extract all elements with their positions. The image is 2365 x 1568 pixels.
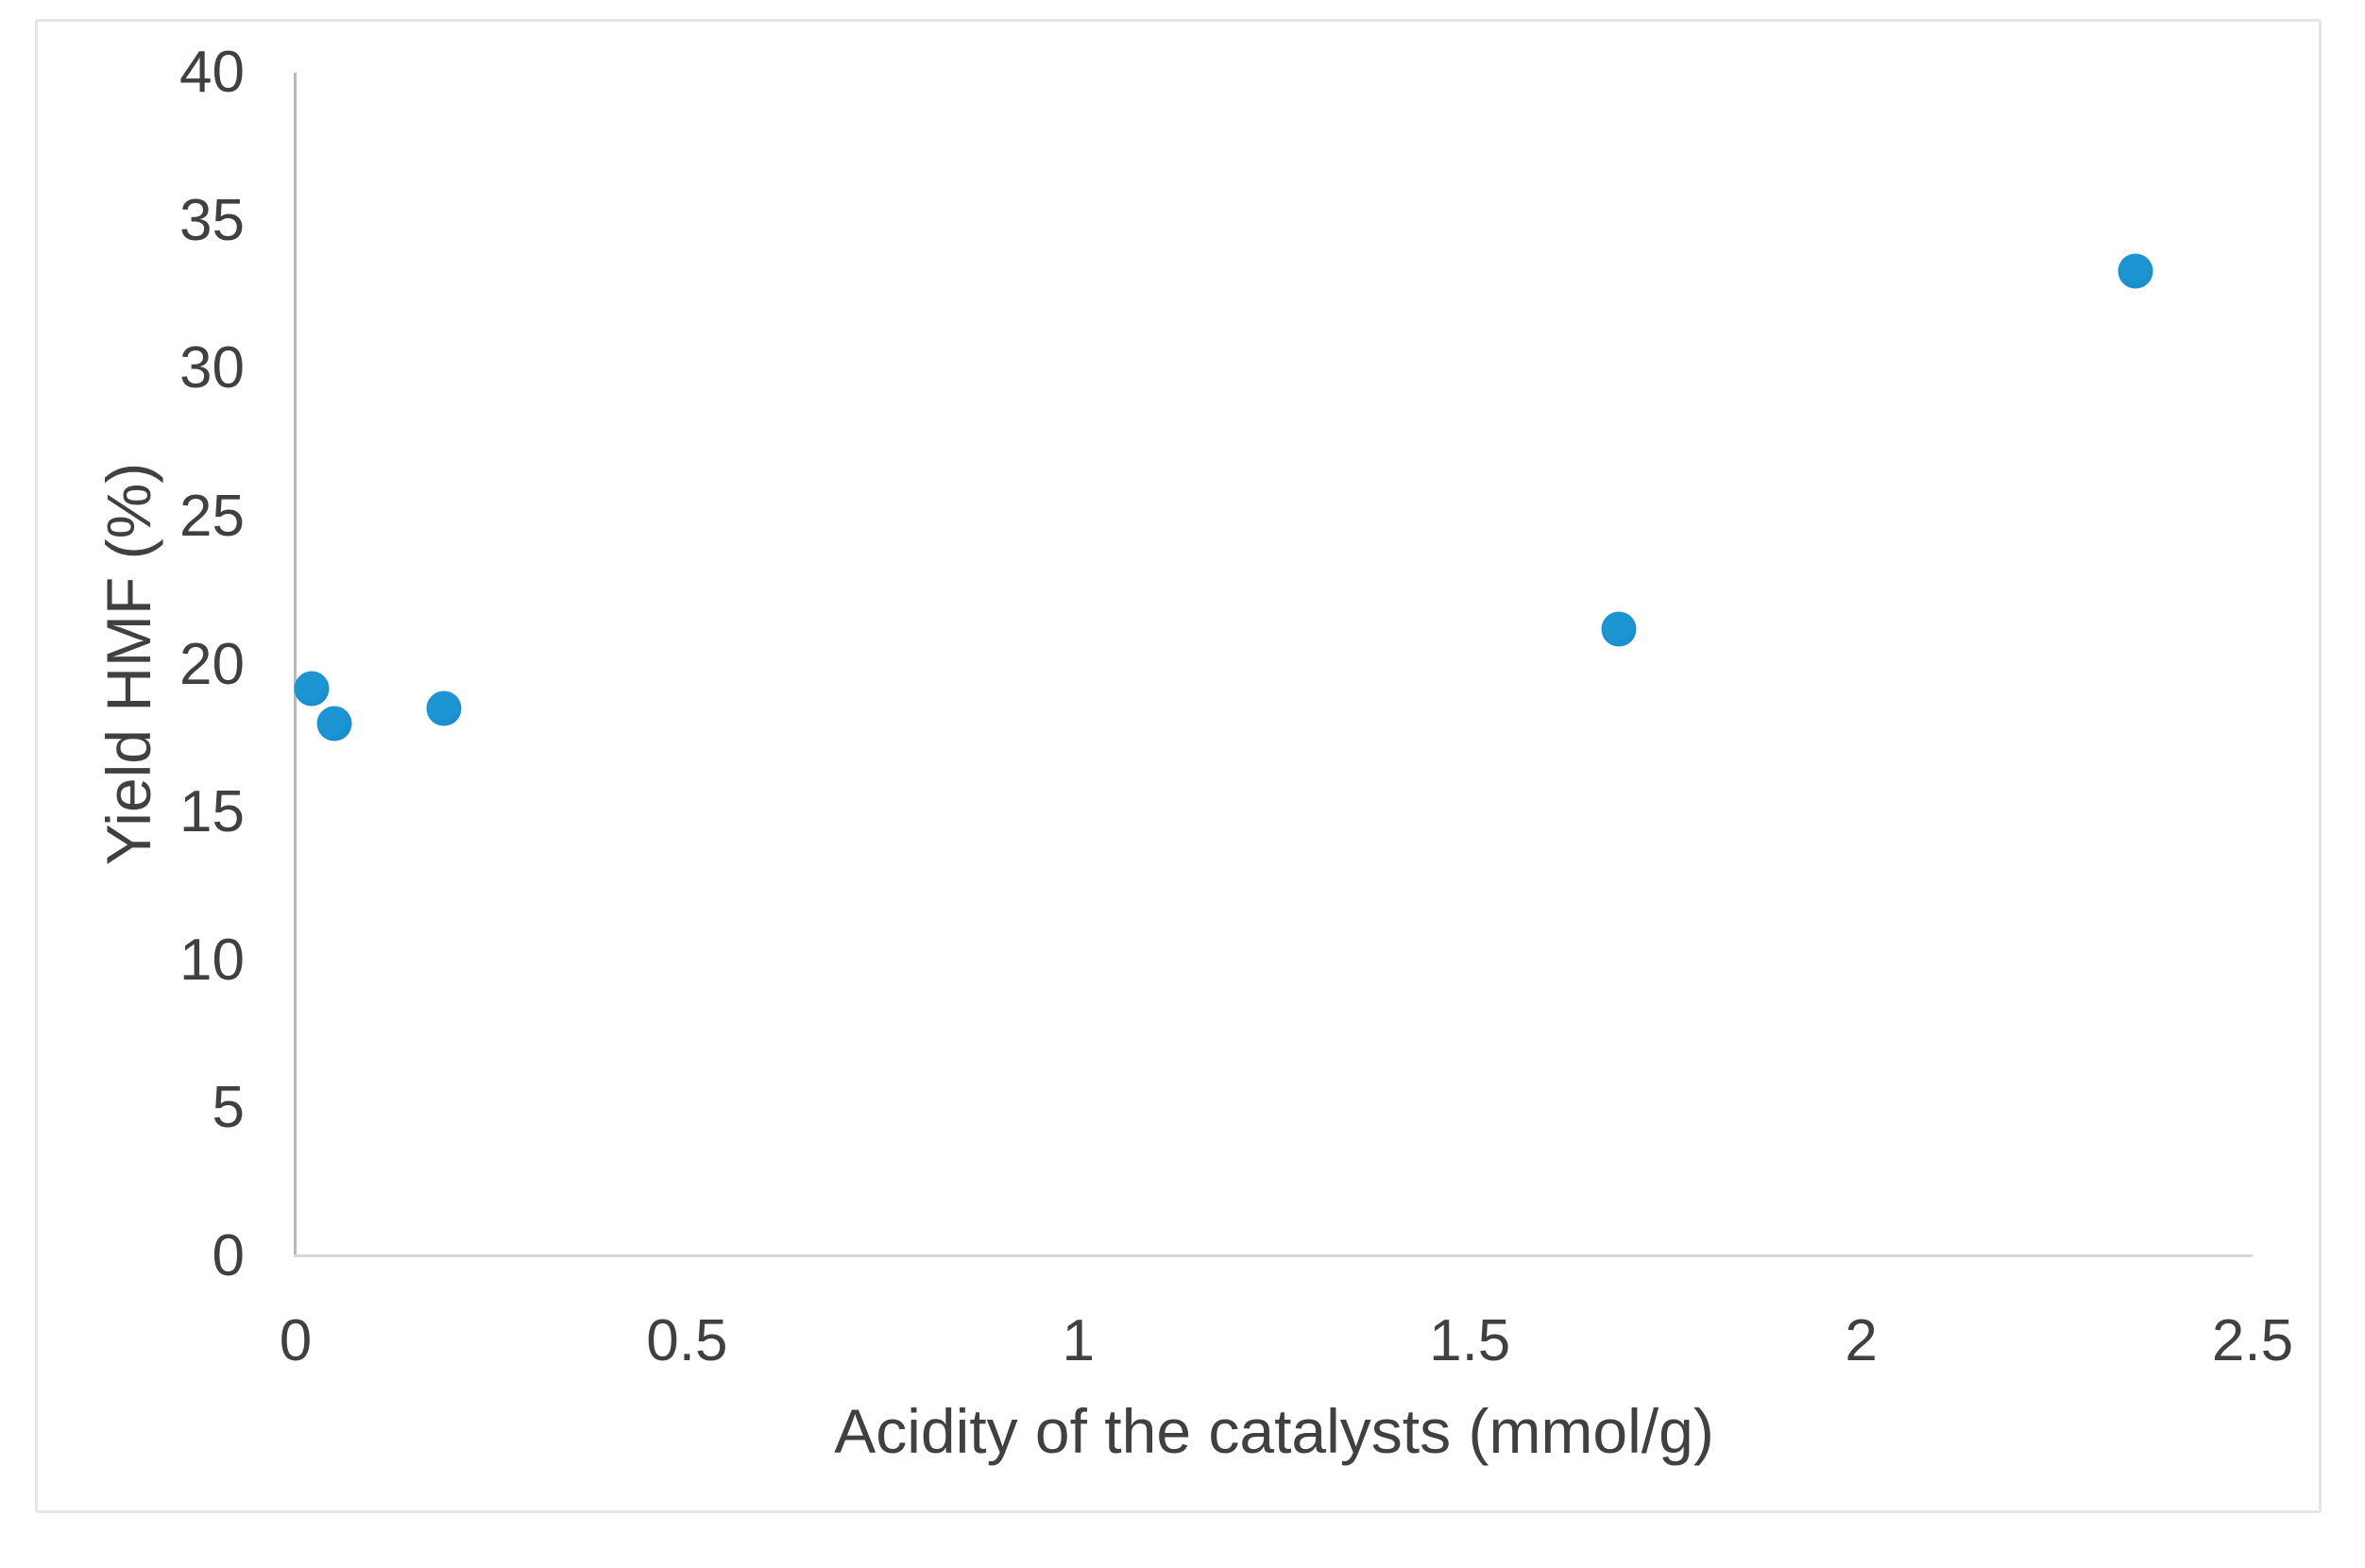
- y-tick-label: 0: [212, 1223, 245, 1288]
- y-axis-line: [294, 73, 297, 1256]
- data-point: [426, 690, 462, 726]
- y-tick-label: 40: [179, 40, 245, 105]
- y-tick-label: 20: [179, 631, 245, 697]
- data-point: [1601, 611, 1637, 647]
- y-tick-label: 5: [212, 1075, 245, 1141]
- y-tick-label: 15: [179, 779, 245, 845]
- y-tick-label: 10: [179, 927, 245, 993]
- data-point: [316, 706, 352, 741]
- y-tick-label: 25: [179, 483, 245, 549]
- y-tick-label: 35: [179, 187, 245, 253]
- x-tick-label: 1: [1062, 1308, 1096, 1373]
- x-tick-label: 2: [1845, 1308, 1878, 1373]
- x-tick-label: 0.5: [646, 1308, 728, 1373]
- y-axis-title: Yield HMF (%): [94, 462, 163, 866]
- x-axis-line: [294, 1254, 2253, 1257]
- x-axis-title: Acidity of the catalysts (mmol/g): [834, 1396, 1714, 1466]
- x-tick-label: 1.5: [1429, 1308, 1511, 1373]
- data-point: [2118, 253, 2153, 289]
- x-tick-label: 0: [279, 1308, 313, 1373]
- y-tick-label: 30: [179, 335, 245, 401]
- chart-frame: [35, 19, 2322, 1513]
- x-tick-label: 2.5: [2211, 1308, 2294, 1373]
- data-point: [294, 671, 330, 707]
